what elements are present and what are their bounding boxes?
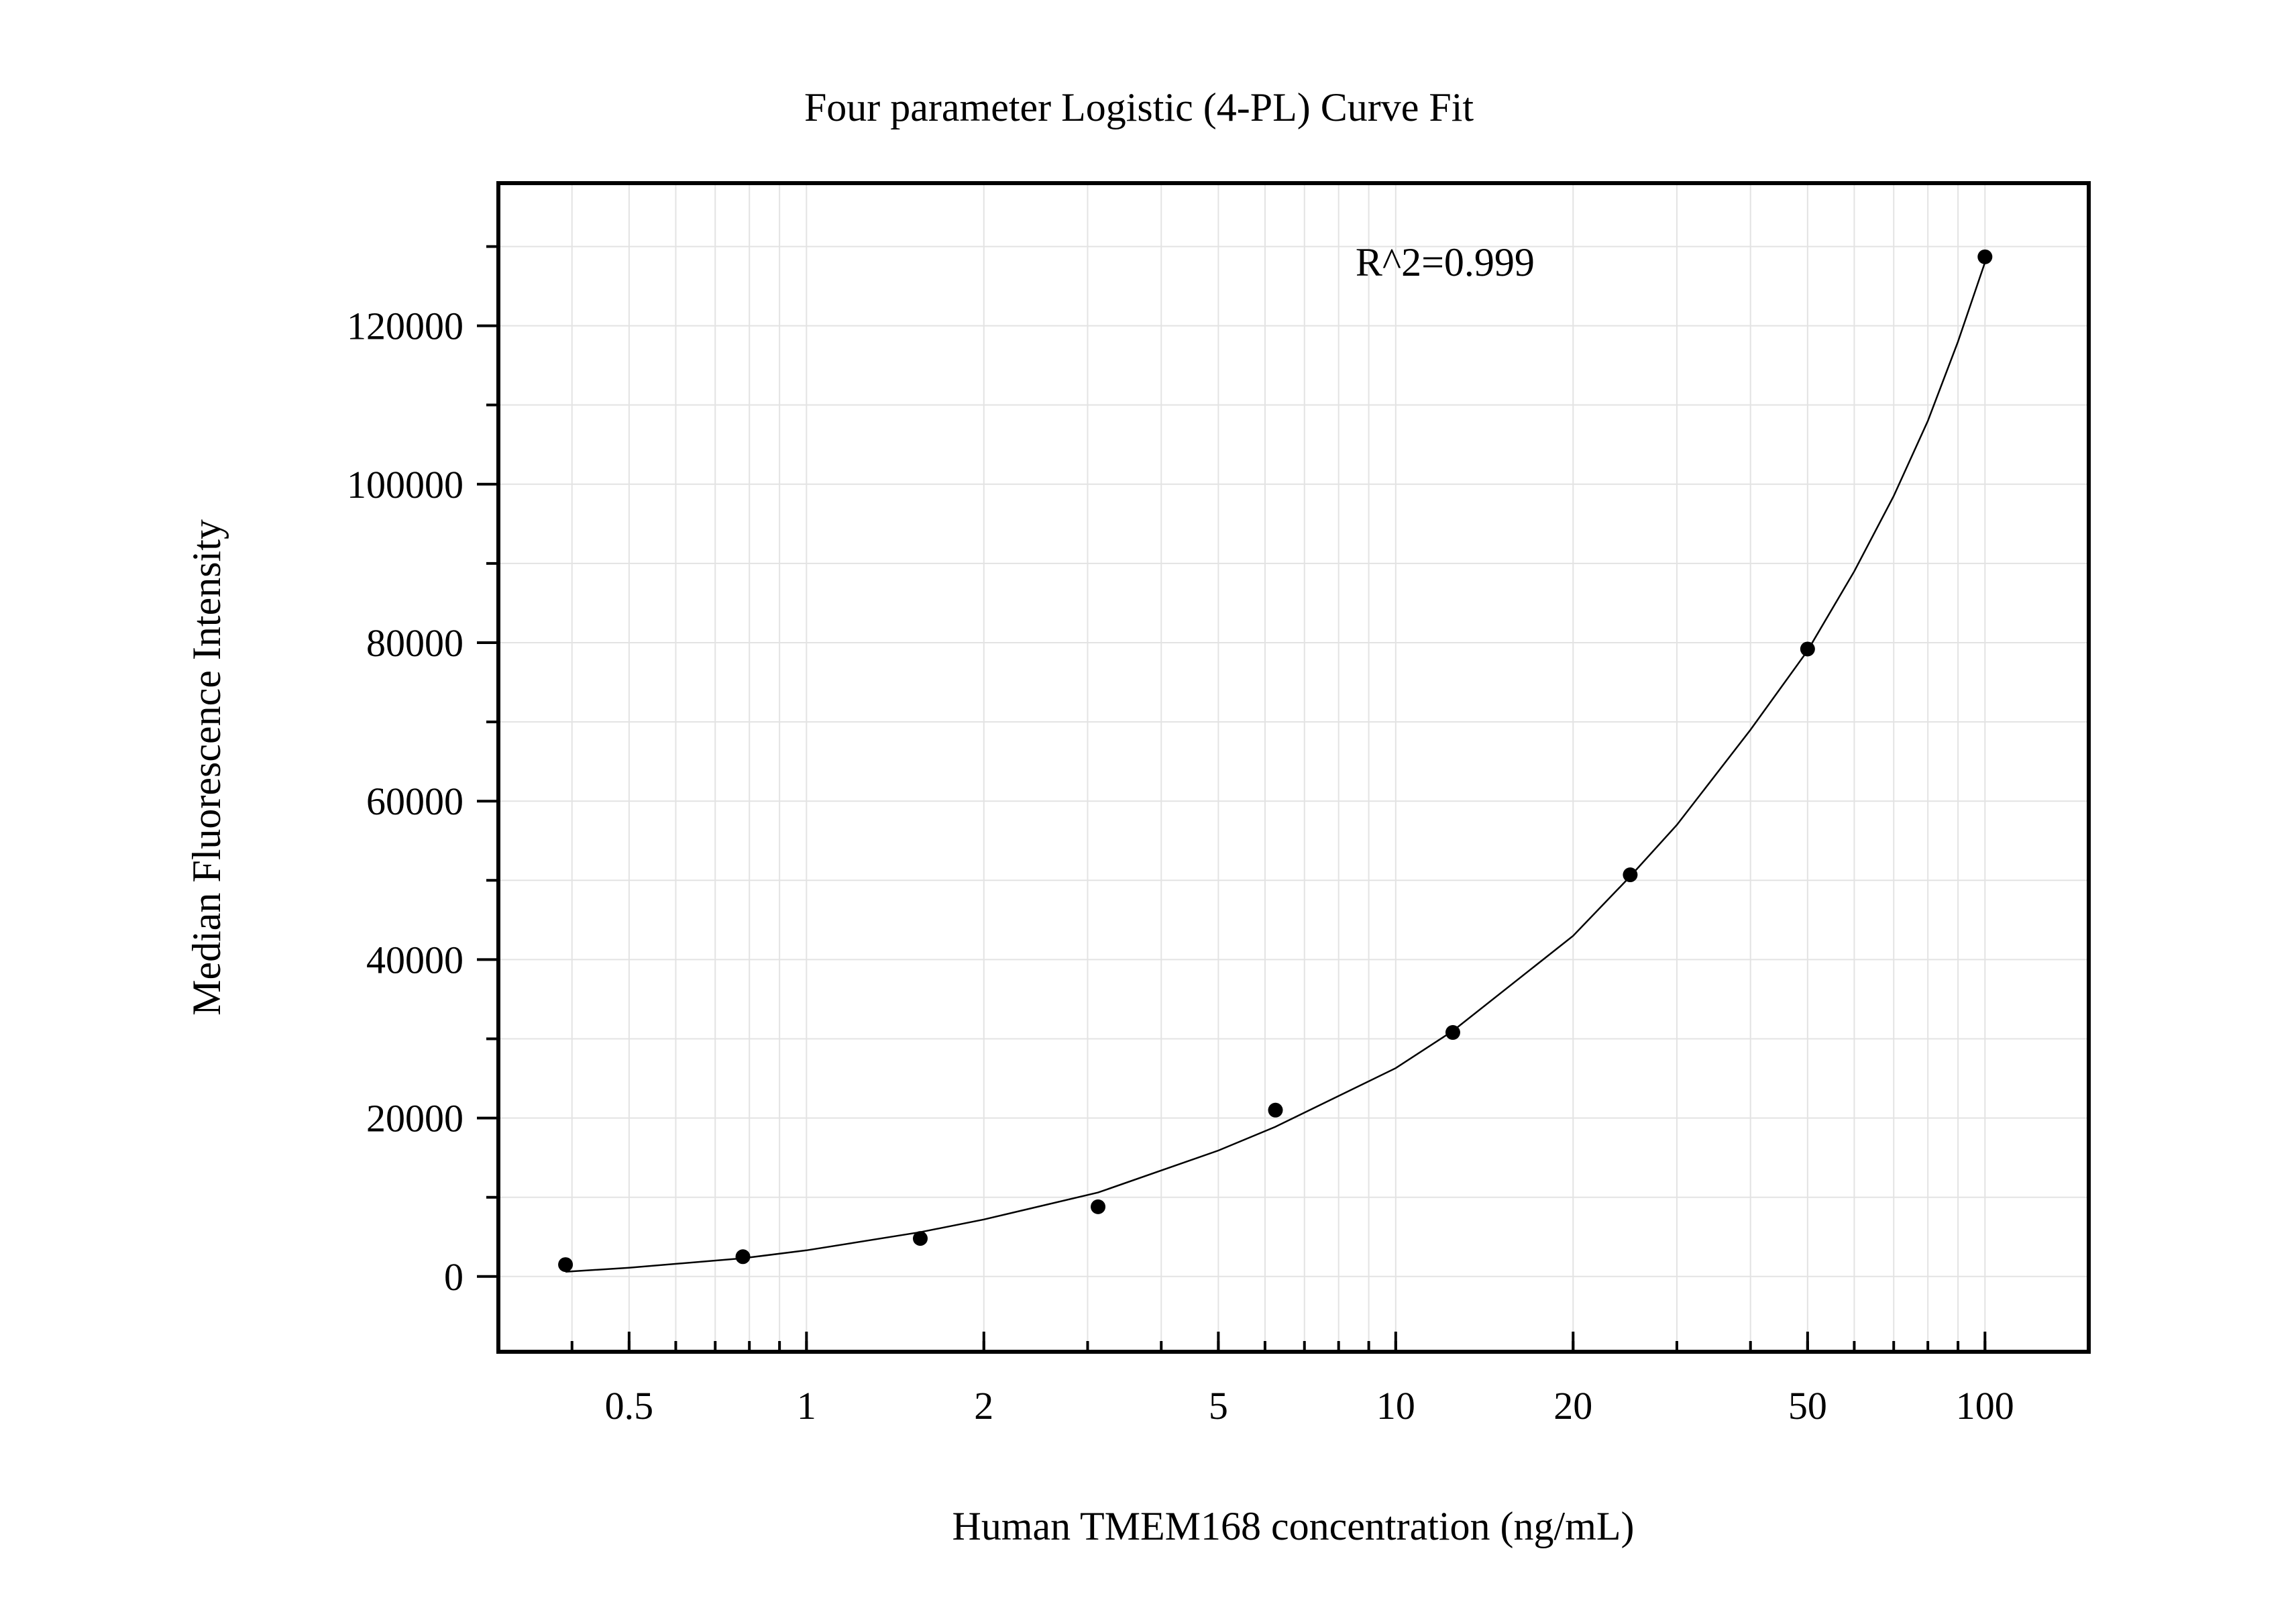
x-tick-label: 20 [1553,1384,1592,1428]
plot-frame [496,181,2091,1354]
data-point [735,1249,751,1265]
y-tick-label: 0 [444,1255,463,1299]
y-tick-label: 40000 [366,938,463,981]
x-tick-label: 0.5 [605,1384,654,1428]
x-axis-label: Human TMEM168 concentration (ng/mL) [952,1504,1634,1548]
annotation-layer: R^2=0.999 [1356,240,1535,284]
data-point [912,1231,928,1246]
grid-layer [498,183,2089,1352]
y-tick-label: 80000 [366,621,463,665]
x-tick-label: 10 [1376,1384,1415,1428]
data-point [558,1257,573,1273]
chart-title: Four parameter Logistic (4-PL) Curve Fit [804,85,1474,129]
data-point [1091,1199,1106,1214]
y-tick-label: 120000 [347,305,463,348]
y-axis-label: Median Fluorescence Intensity [184,519,229,1016]
y-tick-label: 20000 [366,1097,463,1140]
y-tick-label: 100000 [347,463,463,506]
x-tick-label: 50 [1788,1384,1827,1428]
tick-layer: 0.5 1 2 5 10 20 50 100 0 20000 40000 60000 80000 1000… [347,245,2014,1428]
data-point [1977,249,1993,264]
x-tick-label: 1 [797,1384,816,1428]
x-tick-label: 5 [1209,1384,1228,1428]
data-point [1800,641,1815,657]
x-tick-label: 2 [974,1384,993,1428]
data-points-layer [558,249,1993,1273]
data-point [1623,867,1638,883]
y-tick-label: 60000 [366,780,463,823]
r-squared-annotation: R^2=0.999 [1356,240,1535,284]
x-tick-label: 100 [1956,1384,2014,1428]
data-point [1268,1102,1283,1118]
data-point [1445,1025,1460,1040]
